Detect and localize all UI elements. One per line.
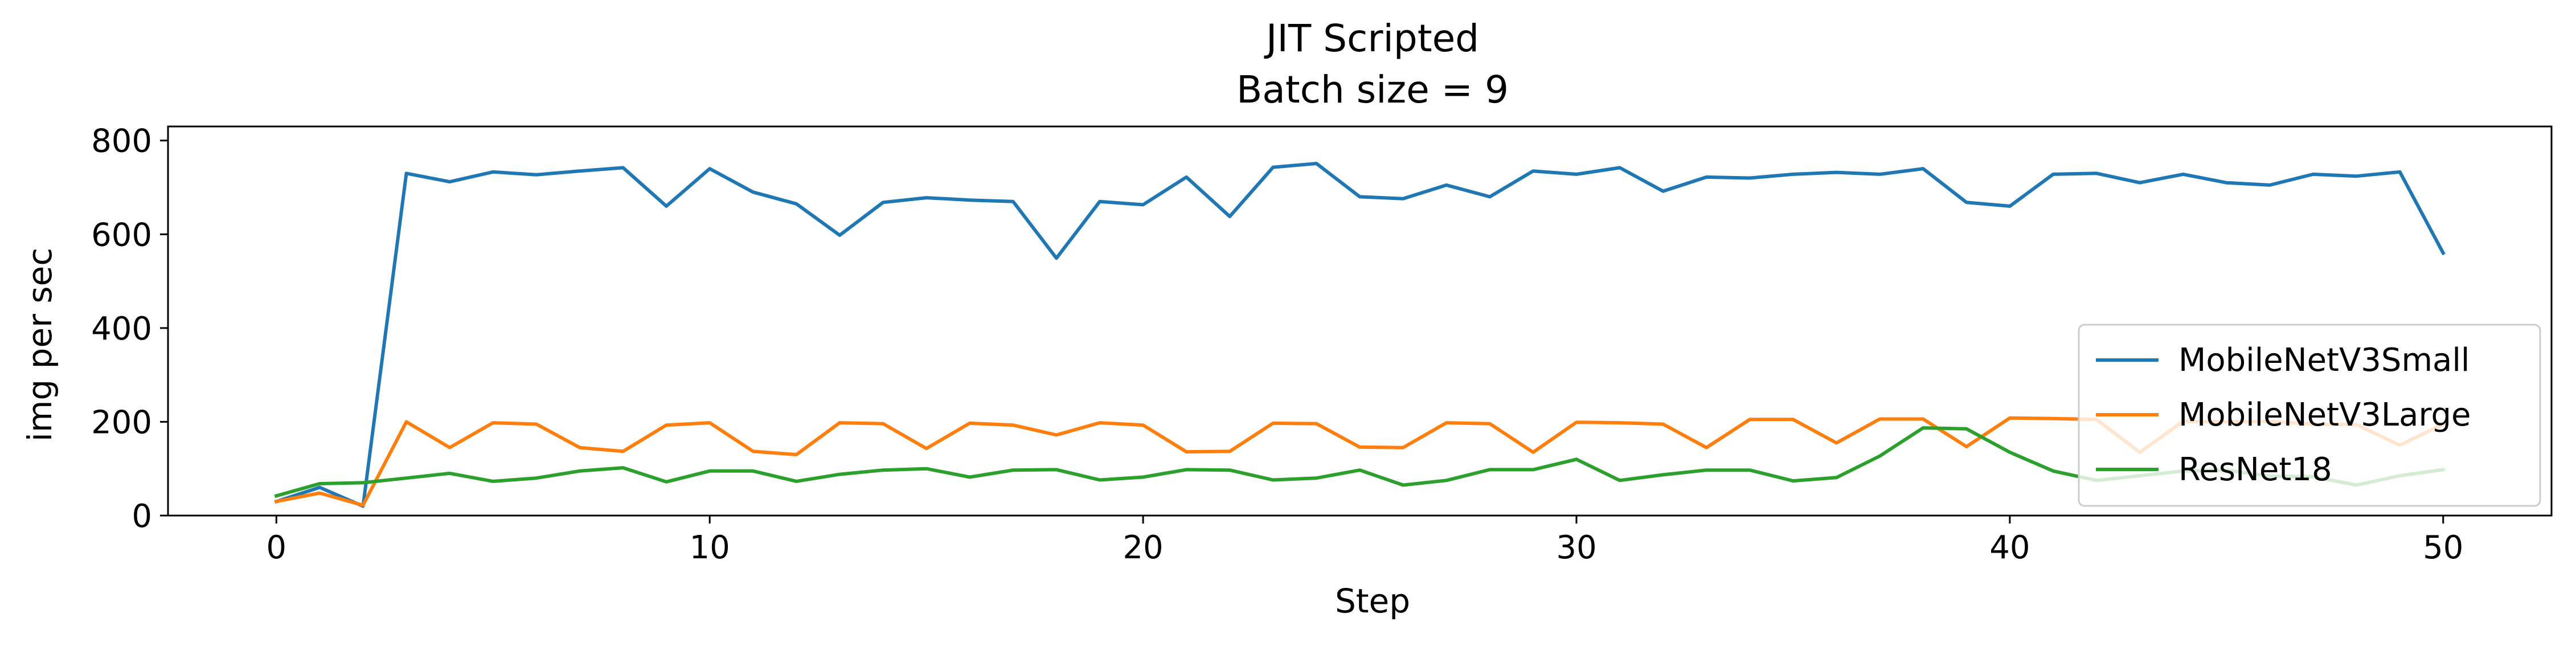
x-tick-label: 0 bbox=[266, 529, 286, 566]
x-tick-label: 10 bbox=[690, 529, 730, 566]
x-tick-label: 30 bbox=[1556, 529, 1596, 566]
y-axis-label: img per sec bbox=[21, 248, 59, 441]
legend: MobileNetV3Small MobileNetV3Large ResNet18 bbox=[2078, 324, 2541, 507]
y-tick-label: 600 bbox=[91, 216, 152, 254]
x-axis-ticks: 0 10 20 30 40 50 bbox=[266, 516, 2463, 566]
legend-label-1: MobileNetV3Large bbox=[2178, 396, 2471, 434]
y-axis-ticks: 0 200 400 600 800 bbox=[91, 123, 168, 535]
x-tick-label: 40 bbox=[1989, 529, 2030, 566]
y-tick-label: 0 bbox=[132, 498, 152, 535]
x-tick-label: 50 bbox=[2423, 529, 2463, 566]
legend-box bbox=[2078, 324, 2541, 507]
legend-label-2: ResNet18 bbox=[2178, 451, 2332, 488]
y-tick-label: 200 bbox=[91, 404, 152, 441]
chart-title: JIT Scripted bbox=[1264, 17, 1479, 60]
x-tick-label: 20 bbox=[1123, 529, 1163, 566]
legend-label-0: MobileNetV3Small bbox=[2178, 342, 2469, 379]
chart-subtitle: Batch size = 9 bbox=[1236, 68, 1509, 112]
x-axis-label: Step bbox=[1335, 582, 1410, 620]
plot-area-frame bbox=[167, 125, 2553, 517]
y-tick-label: 800 bbox=[91, 123, 152, 160]
series-line-0 bbox=[274, 162, 2446, 508]
y-tick-label: 400 bbox=[91, 310, 152, 348]
